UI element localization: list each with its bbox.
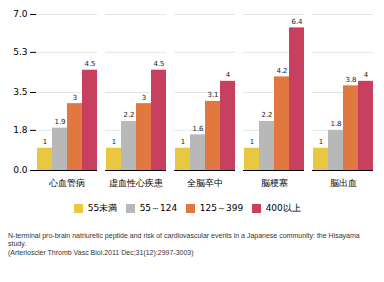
svg-text:1.9: 1.9 <box>54 118 65 126</box>
svg-text:1.6: 1.6 <box>192 125 204 133</box>
svg-text:6.4: 6.4 <box>291 18 303 26</box>
svg-text:1: 1 <box>112 138 116 146</box>
svg-text:1: 1 <box>250 138 254 146</box>
svg-text:脳梗塞: 脳梗塞 <box>261 178 288 188</box>
svg-text:4: 4 <box>226 71 231 79</box>
svg-text:7.0: 7.0 <box>13 9 28 19</box>
svg-text:2.2: 2.2 <box>261 111 272 119</box>
svg-text:1: 1 <box>319 138 323 146</box>
svg-text:3.5: 3.5 <box>13 87 27 97</box>
html-text:N-terminal pro-brain natriuret: N-terminal pro-brain natriuretic peptide… <box>8 231 360 256</box>
svg-text:1: 1 <box>181 138 185 146</box>
svg-text:脳出血: 脳出血 <box>330 178 357 188</box>
svg-text:1.8: 1.8 <box>13 125 28 135</box>
html-text:55～124: 55～124 <box>139 203 178 213</box>
svg-text:4.5: 4.5 <box>153 60 164 68</box>
svg-text:3: 3 <box>142 94 146 102</box>
svg-text:4: 4 <box>364 71 369 79</box>
svg-text:虚血性心疾患: 虚血性心疾患 <box>109 178 163 188</box>
svg-text:心血管病: 心血管病 <box>48 178 85 188</box>
svg-text:4.2: 4.2 <box>276 67 287 75</box>
svg-text:4.5: 4.5 <box>84 60 95 68</box>
html-text:125～399: 125～399 <box>199 203 244 213</box>
svg-text:5.3: 5.3 <box>13 47 27 57</box>
svg-text:1: 1 <box>43 138 47 146</box>
svg-text:1.8: 1.8 <box>330 120 341 128</box>
svg-text:3.1: 3.1 <box>207 91 218 99</box>
svg-text:3.8: 3.8 <box>345 76 356 84</box>
html-text:400以上: 400以上 <box>265 203 301 213</box>
svg-text:3: 3 <box>73 94 77 102</box>
svg-text:2.2: 2.2 <box>123 111 134 119</box>
svg-text:0.0: 0.0 <box>13 165 28 175</box>
html-text:55未満: 55未満 <box>87 203 118 213</box>
svg-text:全脳卒中: 全脳卒中 <box>187 178 223 188</box>
